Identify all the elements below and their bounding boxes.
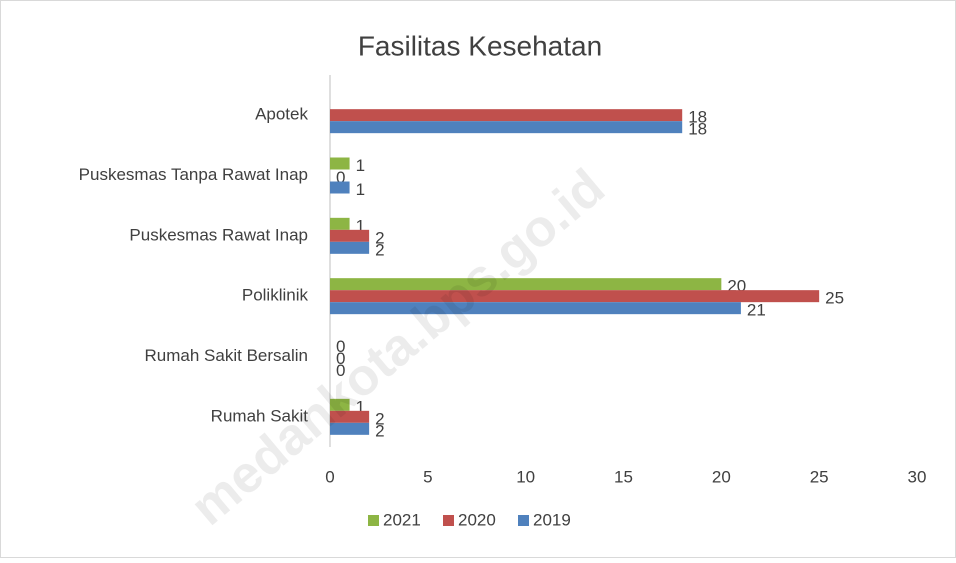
legend-label: 2019 — [533, 510, 571, 529]
y-tick-label: Puskesmas Rawat Inap — [129, 225, 308, 244]
data-label: 1 — [356, 180, 365, 199]
x-tick-label: 5 — [423, 467, 432, 486]
x-tick-label: 15 — [614, 467, 633, 486]
chart-title: Fasilitas Kesehatan — [358, 30, 602, 61]
x-tick-label: 0 — [325, 467, 334, 486]
data-label: 0 — [336, 349, 345, 368]
data-label: 2 — [375, 409, 384, 428]
data-label: 0 — [336, 361, 345, 380]
data-label: 1 — [356, 216, 365, 235]
y-tick-label: Apotek — [255, 105, 308, 124]
data-label: 2 — [375, 421, 384, 440]
data-label: 18 — [688, 120, 707, 139]
bar — [330, 302, 741, 315]
bar — [330, 157, 350, 170]
x-tick-label: 20 — [712, 467, 731, 486]
y-tick-label: Puskesmas Tanpa Rawat Inap — [79, 165, 308, 184]
legend-swatch — [518, 515, 529, 526]
data-label: 18 — [688, 108, 707, 127]
bar — [330, 290, 820, 303]
data-label: 0 — [336, 337, 345, 356]
legend-swatch — [443, 515, 454, 526]
bar — [330, 241, 370, 254]
bar — [330, 229, 370, 242]
data-label: 2 — [375, 228, 384, 247]
x-tick-label: 30 — [908, 467, 927, 486]
data-label: 1 — [356, 156, 365, 175]
x-tick-label: 10 — [516, 467, 535, 486]
x-tick-label: 25 — [810, 467, 829, 486]
bar — [330, 278, 722, 291]
legend-label: 2021 — [383, 510, 421, 529]
bar — [330, 121, 683, 134]
bar — [330, 398, 350, 411]
data-label: 2 — [375, 240, 384, 259]
data-label: 1 — [356, 397, 365, 416]
y-tick-label: Poliklinik — [242, 286, 309, 305]
data-label: 25 — [825, 289, 844, 308]
bar — [330, 217, 350, 230]
y-tick-label: Rumah Sakit Bersalin — [145, 346, 308, 365]
bar — [330, 422, 370, 435]
bar — [330, 410, 370, 423]
data-label: 0 — [336, 168, 345, 187]
legend-swatch — [368, 515, 379, 526]
legend-label: 2020 — [458, 510, 496, 529]
bar — [330, 109, 683, 122]
data-label: 21 — [747, 301, 766, 320]
bar — [330, 181, 350, 194]
y-tick-label: Rumah Sakit — [211, 406, 309, 425]
